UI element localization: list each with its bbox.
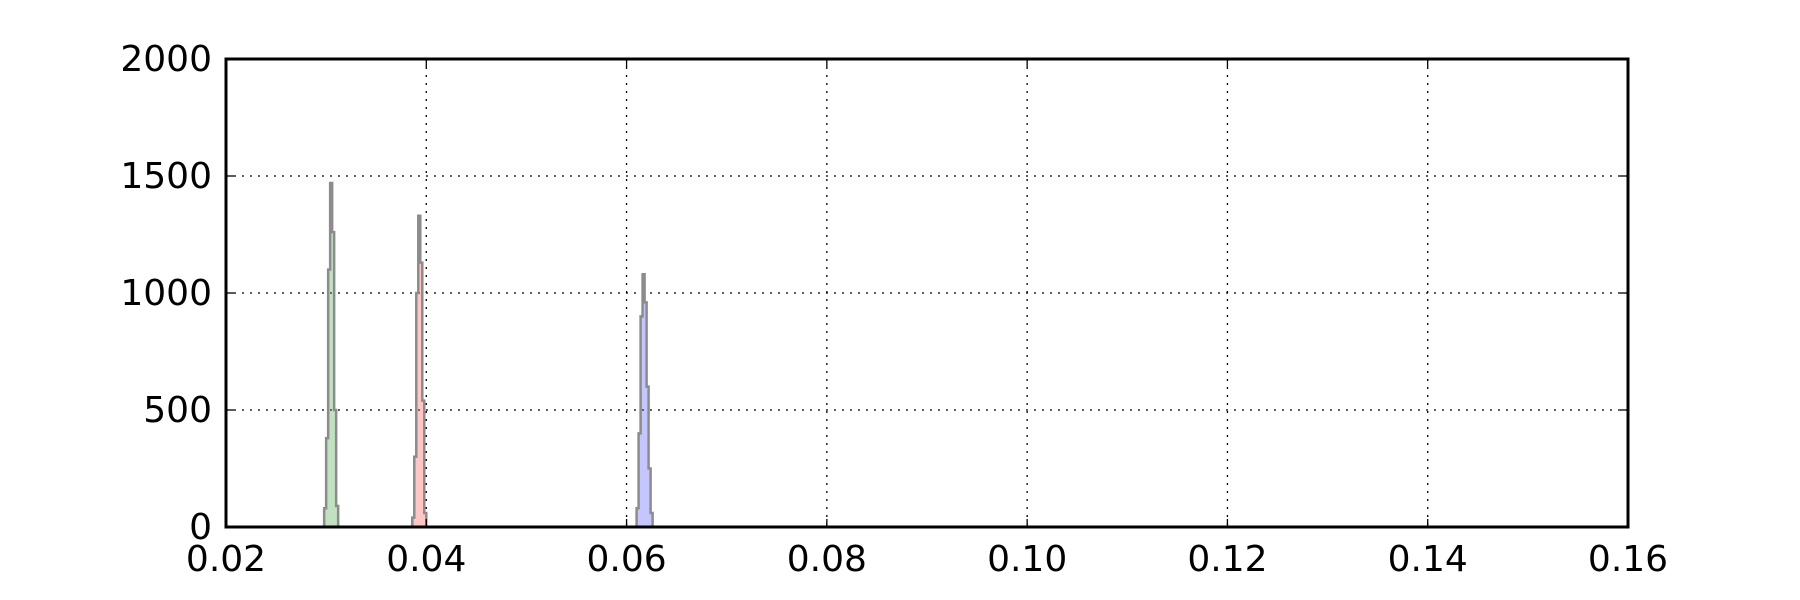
y-tick-label: 1500 xyxy=(120,156,212,197)
plot-area xyxy=(224,57,1630,529)
histogram-series xyxy=(322,181,654,529)
x-tick-label: 0.12 xyxy=(1187,539,1267,580)
x-tick-label: 0.02 xyxy=(186,539,266,580)
x-tick-label: 0.08 xyxy=(787,539,867,580)
y-tick-label: 1000 xyxy=(120,273,212,314)
grid-lines xyxy=(226,59,1628,527)
x-tick-label: 0.06 xyxy=(586,539,666,580)
y-axis-tick-labels: 0 500 1000 1500 2000 xyxy=(120,39,212,548)
plot-frame xyxy=(224,57,1630,529)
histogram-series-2 xyxy=(411,214,428,529)
histogram-series-outline xyxy=(322,181,340,529)
x-tick-label: 0.04 xyxy=(386,539,466,580)
y-tick-label: 0 xyxy=(189,507,212,548)
x-tick-label: 0.10 xyxy=(987,539,1067,580)
x-tick-label: 0.16 xyxy=(1588,539,1668,580)
histogram-series-1 xyxy=(322,181,340,529)
x-tick-label: 0.14 xyxy=(1388,539,1468,580)
y-tick-label: 500 xyxy=(143,390,212,431)
y-tick-label: 2000 xyxy=(120,39,212,80)
histogram-series-outline xyxy=(411,214,428,529)
histogram-series-3 xyxy=(635,273,654,529)
histogram-series-outline xyxy=(635,273,654,529)
x-axis-tick-labels: 0.02 0.04 0.06 0.08 0.10 0.12 0.14 0.16 xyxy=(186,539,1668,580)
